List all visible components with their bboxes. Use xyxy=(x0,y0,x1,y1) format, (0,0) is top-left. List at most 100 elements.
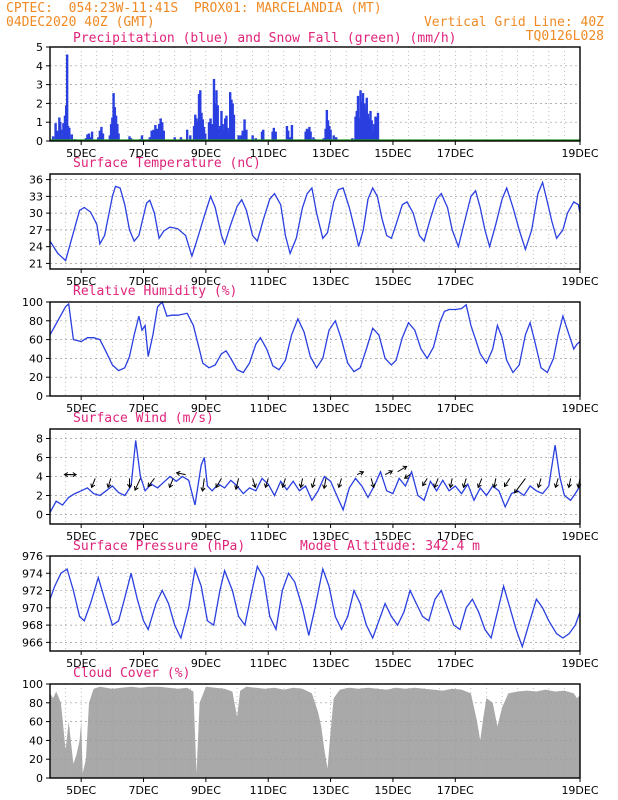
precip-bar xyxy=(335,137,338,141)
wind-vector-arrow xyxy=(514,478,526,494)
precip-bar xyxy=(290,125,294,141)
wind-xtick-label: 11DEC xyxy=(250,530,287,543)
precip-bar xyxy=(229,92,232,141)
precip-bar xyxy=(224,118,227,141)
press-xtick-label: 15DEC xyxy=(374,657,411,670)
precip-ytick-label: 5 xyxy=(36,41,43,54)
precip-bar xyxy=(194,114,197,141)
wind-panel: Surface Wind (m/s) 0 2 4 6 8 5DEC 7DEC 9DEC 11DEC… xyxy=(36,411,599,543)
precip-bar xyxy=(312,137,315,141)
wind-vector-head xyxy=(514,488,519,494)
wind-xtick-label: 17DEC xyxy=(437,530,474,543)
cloud-xtick-label: 11DEC xyxy=(250,784,287,797)
wind-vector-shaft xyxy=(493,478,497,488)
precip-bar xyxy=(260,131,264,141)
cloud-xtick-label: 7DEC xyxy=(128,784,158,797)
precip-bar xyxy=(128,136,131,141)
temp-ytick-label: 21 xyxy=(29,257,43,270)
rh-series-line xyxy=(49,300,581,374)
temp-xtick-label: 19DEC xyxy=(561,275,598,288)
precip-bar xyxy=(201,119,204,141)
precip-bar xyxy=(65,54,69,141)
precip-bar xyxy=(364,109,367,141)
wind-vector-arrow xyxy=(536,478,542,489)
rh-xtick-label: 19DEC xyxy=(561,402,598,415)
precip-bar xyxy=(116,124,119,141)
wind-series-line xyxy=(49,440,581,513)
precip-bar xyxy=(328,125,331,141)
rh-panel: Relative Humidity (%) 0 20 40 60 80 100 5DEC 7DE… xyxy=(22,284,599,415)
wind-vector-arrow xyxy=(310,478,316,489)
wind-vector-arrow xyxy=(90,478,96,489)
precip-bar xyxy=(140,135,144,141)
wind-vector-head xyxy=(310,483,316,489)
temp-xtick-label: 9DEC xyxy=(191,275,221,288)
rh-xtick-label: 17DEC xyxy=(437,402,474,415)
precip-bar xyxy=(209,118,212,141)
press-ytick-label: 966 xyxy=(22,636,43,649)
wind-vector-shaft xyxy=(404,474,411,479)
run-date-header: 04DEC2020 40Z (GMT) xyxy=(6,15,155,30)
wind-vector-shaft xyxy=(568,478,572,488)
precip-bar xyxy=(366,113,370,141)
precip-bar xyxy=(111,117,114,141)
precip-bar xyxy=(225,115,228,141)
wind-vector-arrow xyxy=(200,478,206,492)
press-xtick-label: 7DEC xyxy=(128,657,158,670)
precip-bar xyxy=(173,137,176,141)
precip-bar xyxy=(157,124,161,141)
precip-bar xyxy=(212,78,216,141)
press-ytick-label: 970 xyxy=(22,602,43,615)
precip-bar xyxy=(112,93,115,141)
wind-vector-head xyxy=(126,483,133,489)
wind-vector-head xyxy=(175,470,181,476)
rh-ytick-label: 0 xyxy=(36,390,43,403)
precip-bar xyxy=(154,125,157,141)
temp-ytick-label: 33 xyxy=(29,190,43,203)
precip-bar xyxy=(271,131,274,141)
wind-frame xyxy=(49,428,581,525)
wind-vector-shaft xyxy=(463,478,467,488)
precip-bar xyxy=(70,134,74,141)
wind-vector-arrow xyxy=(126,478,133,489)
precip-bar xyxy=(66,125,70,141)
precip-bar xyxy=(197,94,201,141)
wind-vector-arrow xyxy=(281,478,287,489)
press-ytick-label: 974 xyxy=(22,567,43,580)
wind-vector-head xyxy=(134,486,139,491)
temp-series-line xyxy=(49,180,581,262)
precip-bar xyxy=(56,133,60,141)
rh-xtick-label: 7DEC xyxy=(128,402,158,415)
cloud-xtick-label: 17DEC xyxy=(437,784,474,797)
precip-bar xyxy=(60,129,63,141)
press-ytick-label: 976 xyxy=(22,550,43,563)
wind-vector-shaft xyxy=(554,478,559,488)
wind-vector-head xyxy=(433,483,439,489)
precip-bar xyxy=(222,129,226,141)
precip-bar xyxy=(97,137,100,141)
precip-bar xyxy=(210,124,214,141)
wind-vector-head xyxy=(553,483,559,489)
wind-vector-shaft xyxy=(202,478,205,492)
rh-frame xyxy=(49,301,581,397)
precip-bar xyxy=(237,135,240,141)
wind-vector-head xyxy=(492,483,498,489)
wind-vector-shaft xyxy=(235,478,240,490)
precip-bar xyxy=(179,137,183,141)
cloud-ytick-label: 20 xyxy=(29,753,43,766)
precip-bar xyxy=(363,103,366,141)
press-ytick-label: 968 xyxy=(22,619,43,632)
wind-vector-head xyxy=(200,487,206,492)
precip-xtick-label: 9DEC xyxy=(191,147,221,160)
cloud-ytick-label: 100 xyxy=(22,678,43,691)
press-xtick-label: 19DEC xyxy=(561,657,598,670)
precip-bar xyxy=(230,99,233,141)
precip-xtick-label: 15DEC xyxy=(374,147,411,160)
precip-bar xyxy=(368,118,371,141)
wind-vector-shaft xyxy=(504,478,511,487)
press-xtick-label: 13DEC xyxy=(312,657,349,670)
precip-bar xyxy=(374,116,377,141)
station-header: CPTEC: 054:23W-11:41S PROX01: MARCELANDI… xyxy=(6,1,382,16)
precip-ytick-label: 1 xyxy=(36,116,43,129)
